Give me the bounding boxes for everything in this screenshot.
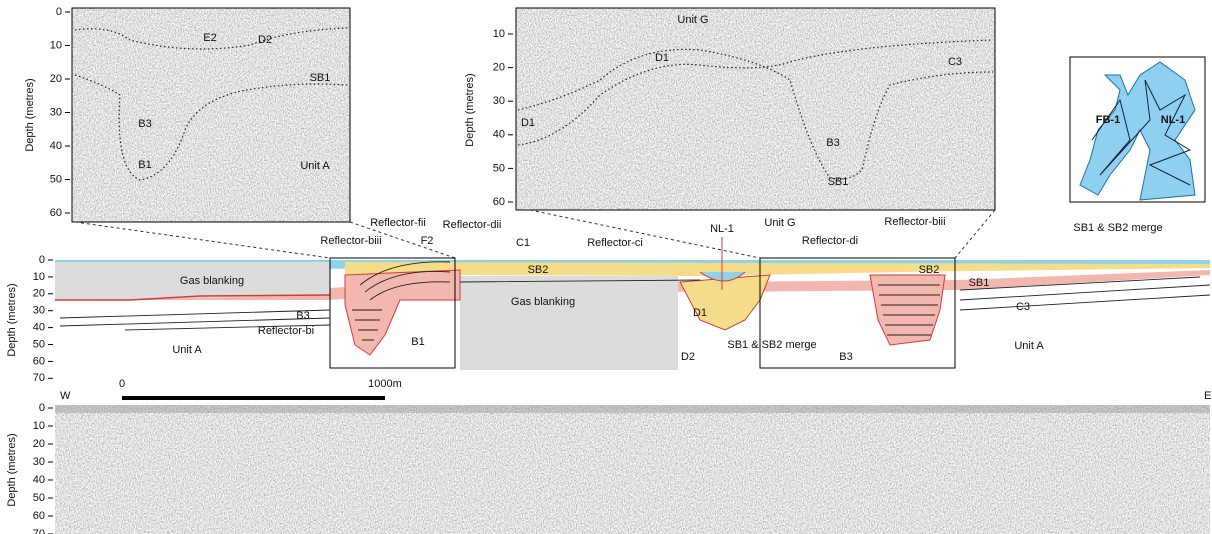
y-tick-label: 10 xyxy=(50,39,62,51)
y-axis-label: Depth (metres) xyxy=(6,283,18,356)
annotation: C1 xyxy=(516,237,530,249)
annotation: F2 xyxy=(421,235,434,247)
annotation: E2 xyxy=(203,32,216,44)
seismic-image xyxy=(55,405,1210,534)
y-axis-label: Depth (metres) xyxy=(24,78,36,151)
figure: 0 10 20 30 40 50 60 Depth (metres) 10 20 30 40 50 60 D… xyxy=(0,0,1212,534)
annotation: Reflector-biii xyxy=(884,216,945,228)
y-tick-label: 10 xyxy=(493,28,505,40)
annotation: Unit G xyxy=(764,217,795,229)
annotation: C3 xyxy=(948,56,962,68)
annotation: B1 xyxy=(411,336,424,348)
y-tick-label: 20 xyxy=(33,438,45,450)
y-tick-label: 10 xyxy=(33,271,45,283)
y-tick-label: 60 xyxy=(493,196,505,208)
annotation: Reflector-biii xyxy=(320,235,381,247)
y-tick-label: 20 xyxy=(50,73,62,85)
y-tick-label: 0 xyxy=(39,254,45,266)
annotation: B3 xyxy=(826,137,839,149)
annotation: SB1 & SB2 merge xyxy=(727,339,816,351)
scale-label: 1000m xyxy=(368,378,402,390)
y-tick-label: 30 xyxy=(33,456,45,468)
y-tick-label: 40 xyxy=(33,322,45,334)
annotation: Reflector-bi xyxy=(258,325,314,337)
annotation: D1 xyxy=(655,52,669,64)
annotation: B1 xyxy=(138,159,151,171)
annotation: D1 xyxy=(521,117,535,129)
y-tick-label: 30 xyxy=(33,305,45,317)
annotation: Unit A xyxy=(172,344,202,356)
annotation: D1 xyxy=(693,307,707,319)
y-tick-label: 0 xyxy=(56,6,62,18)
y-tick-label: 50 xyxy=(50,173,62,185)
y-tick-label: 30 xyxy=(50,106,62,118)
y-tick-label: 60 xyxy=(33,355,45,367)
annotation: Reflector-fii xyxy=(370,217,426,229)
annotation: NL-1 xyxy=(1161,114,1185,126)
y-tick-label: 60 xyxy=(33,510,45,522)
y-tick-label: 50 xyxy=(33,338,45,350)
annotation: Unit G xyxy=(677,14,708,26)
y-tick-label: 50 xyxy=(33,492,45,504)
direction-label: W xyxy=(60,390,71,402)
y-tick-label: 40 xyxy=(50,140,62,152)
gas-blanking xyxy=(460,276,678,370)
y-tick-label: 70 xyxy=(33,372,45,384)
y-tick-label: 20 xyxy=(33,288,45,300)
y-axis-label: Depth (metres) xyxy=(6,433,18,506)
annotation: B3 xyxy=(839,351,852,363)
annotation: Reflector-di xyxy=(802,235,858,247)
y-tick-label: 40 xyxy=(493,129,505,141)
y-tick-label: 60 xyxy=(50,207,62,219)
annotation: Unit A xyxy=(300,160,330,172)
annotation: SB1 xyxy=(310,72,331,84)
y-tick-label: 10 xyxy=(33,420,45,432)
y-tick-label: 50 xyxy=(493,162,505,174)
y-axis-label: Depth (metres) xyxy=(464,73,476,146)
annotation: SB1 xyxy=(828,176,849,188)
direction-label: E xyxy=(1204,390,1211,402)
annotation: B3 xyxy=(296,310,309,322)
annotation: Unit A xyxy=(1014,340,1044,352)
annotation: Reflector-ci xyxy=(587,237,643,249)
annotation: SB1 & SB2 merge xyxy=(1073,222,1162,234)
annotation: NL-1 xyxy=(710,223,734,235)
y-tick-label: 30 xyxy=(493,95,505,107)
annotation: Reflector-dii xyxy=(443,219,502,231)
annotation: FB-1 xyxy=(1096,114,1120,126)
seabed-reflection xyxy=(55,405,1210,413)
y-tick-label: 20 xyxy=(493,62,505,74)
annotation: D2 xyxy=(258,34,272,46)
annotation: Gas blanking xyxy=(180,275,244,287)
seismic-image xyxy=(516,8,995,210)
annotation: C3 xyxy=(1016,301,1030,313)
annotation: SB2 xyxy=(528,264,549,276)
annotation: B3 xyxy=(138,118,151,130)
y-tick-label: 40 xyxy=(33,474,45,486)
annotation: D2 xyxy=(681,351,695,363)
y-tick-label: 70 xyxy=(33,528,45,534)
annotation: SB1 xyxy=(969,277,990,289)
scale-label: 0 xyxy=(119,378,125,390)
annotation: SB2 xyxy=(919,264,940,276)
annotation: Gas blanking xyxy=(511,296,575,308)
y-tick-label: 0 xyxy=(39,402,45,414)
